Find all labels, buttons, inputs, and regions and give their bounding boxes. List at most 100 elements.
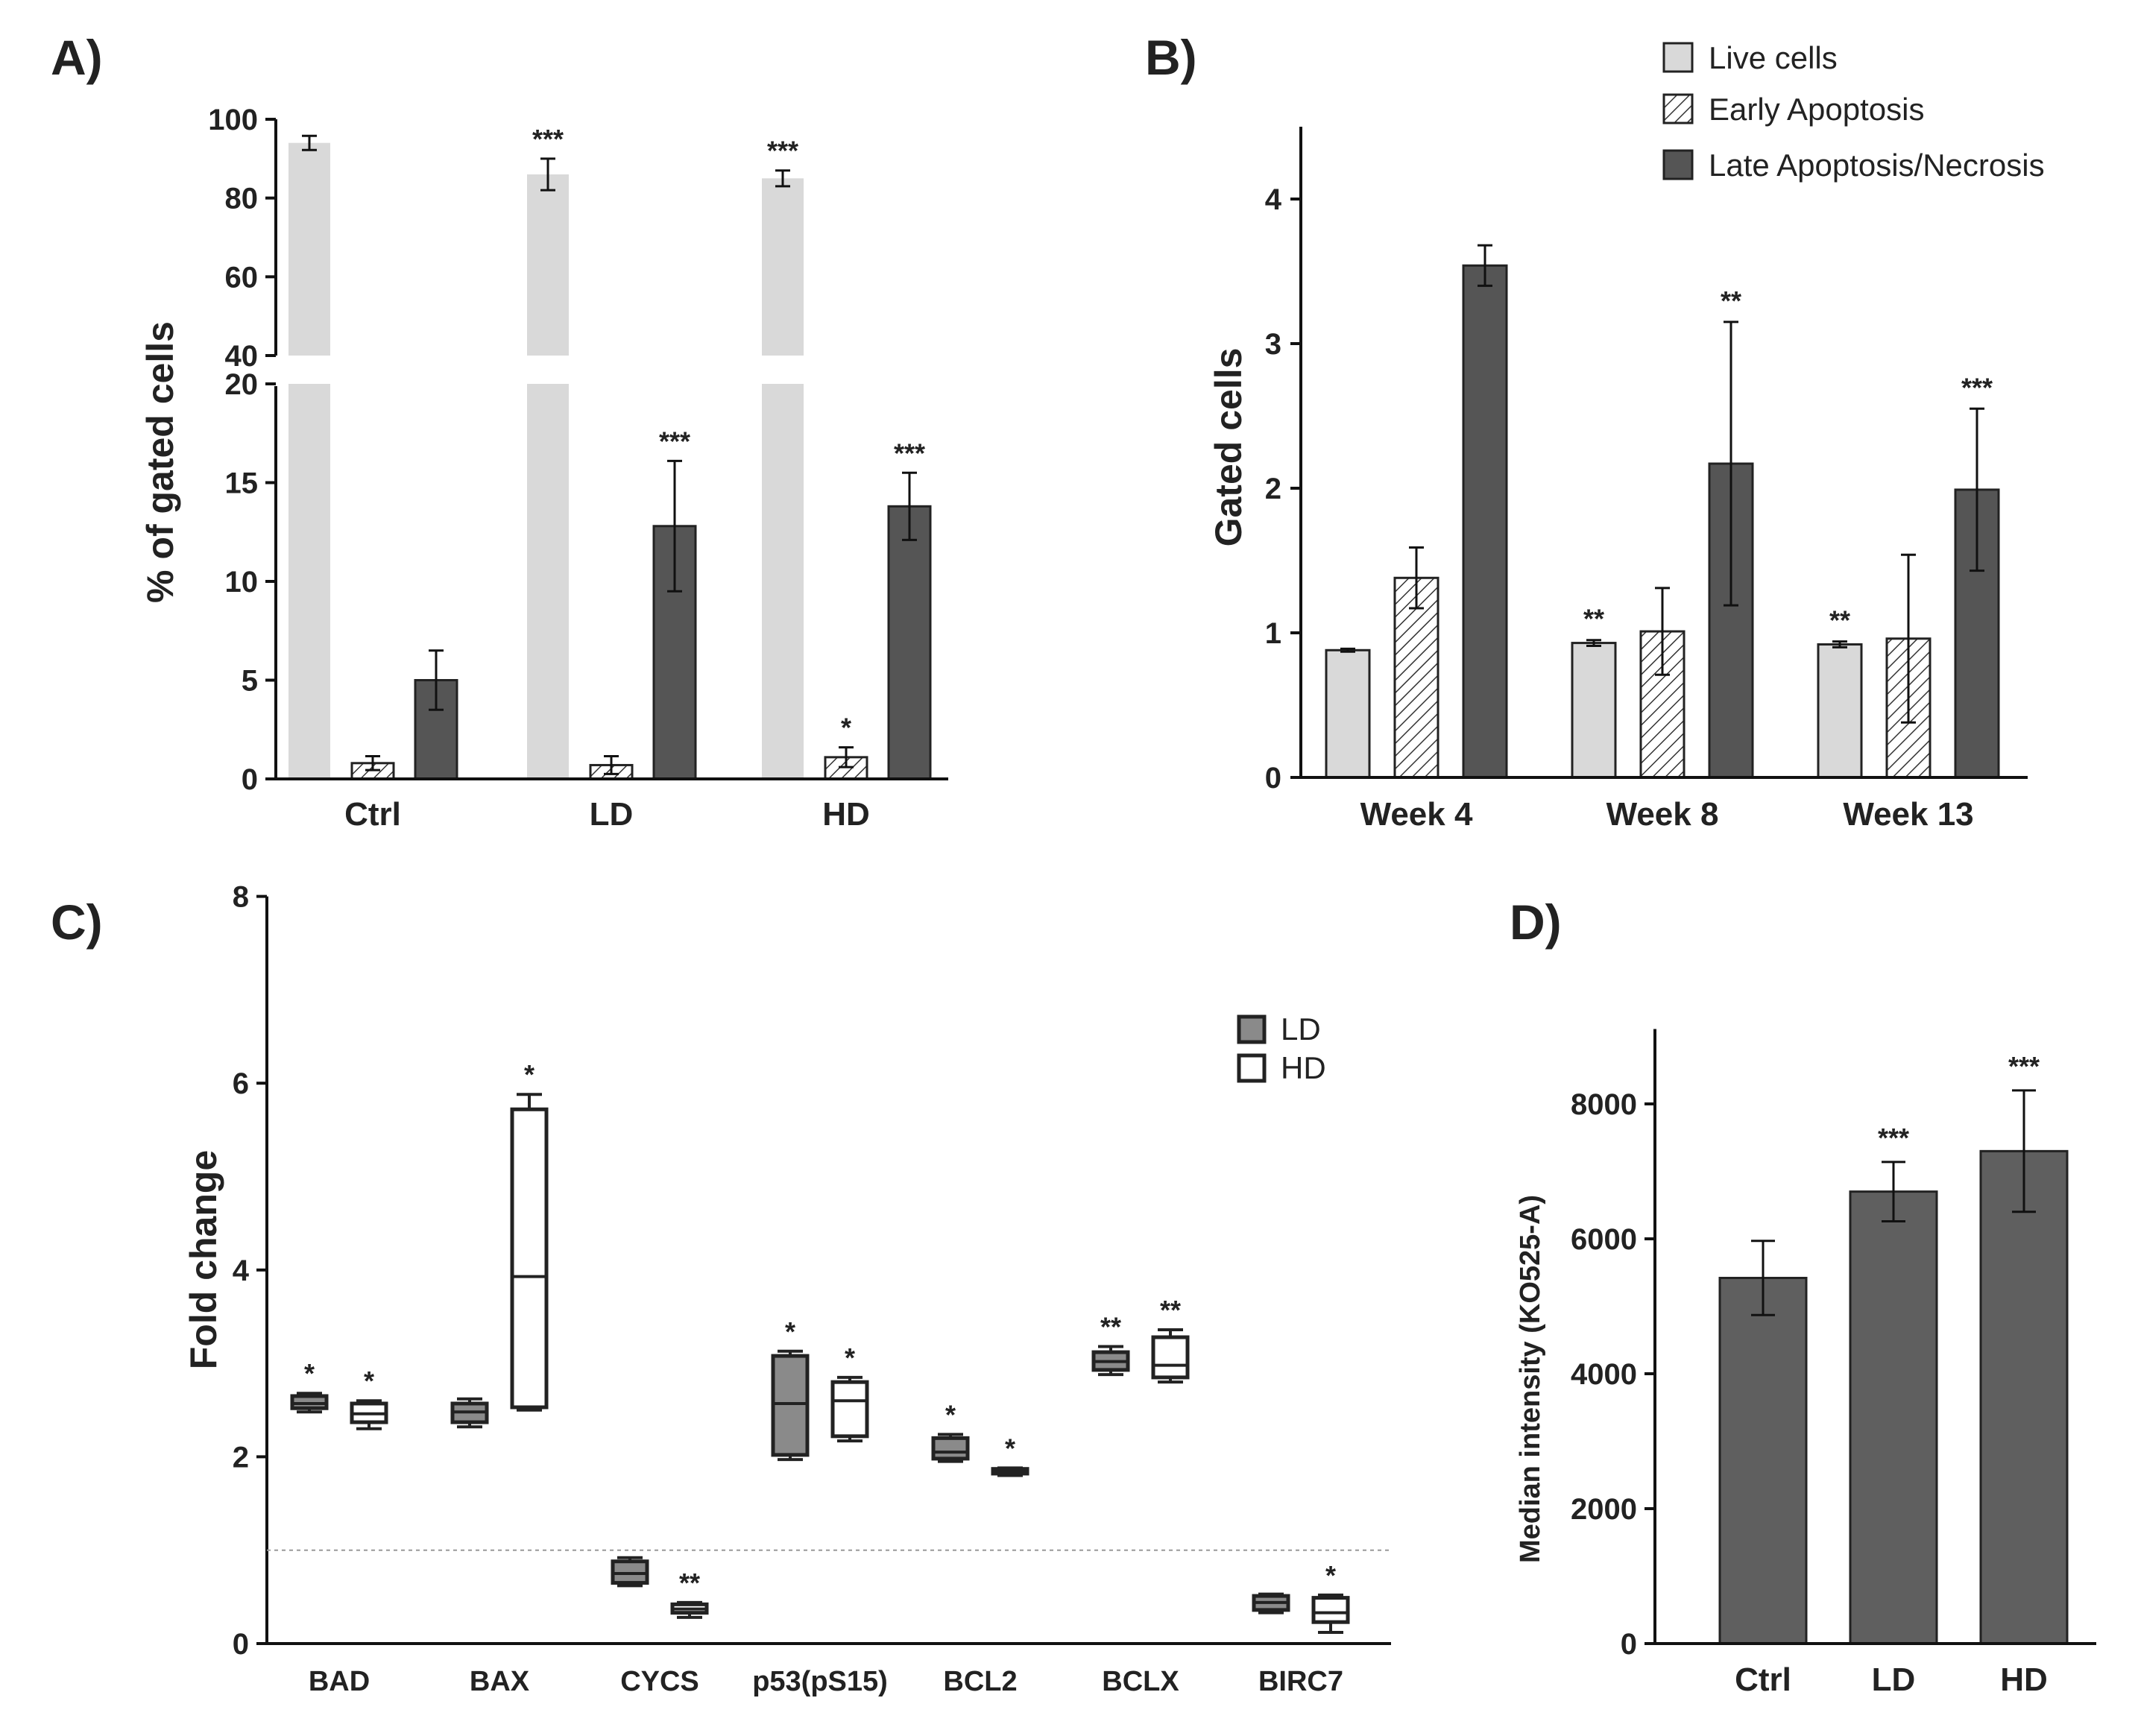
panel-d-bar-hd-sig: *** bbox=[2008, 1051, 2040, 1082]
panel-a-bar-ctrl-live-cells-upper bbox=[288, 142, 330, 356]
panel-b-label: B) bbox=[1145, 30, 1197, 85]
panel-a-bar-hd-live-cells-lower bbox=[762, 384, 804, 779]
panel-c-box-bad-ld-sig: * bbox=[304, 1358, 315, 1389]
panel-c-ylabel: Fold change bbox=[183, 1150, 224, 1369]
panel-a-bar-ctrl-live-cells-lower bbox=[288, 384, 330, 779]
panel-c-cat-bax: BAX bbox=[470, 1666, 530, 1697]
legend-hd-swatch bbox=[1237, 1053, 1267, 1083]
panel-b-bar-week-8-live-cells bbox=[1571, 642, 1617, 779]
panel-b-ticks: 0 1 2 3 4 bbox=[1265, 127, 1302, 795]
panel-d: D) Median intensity (KO525-A) 0 2000 4000 6… bbox=[1510, 894, 2096, 1698]
panel-a-tick-label-0: 0 bbox=[242, 763, 258, 796]
panel-b-bar-week-13-live-cells bbox=[1817, 643, 1863, 779]
panel-c-box-bax-hd-iqr bbox=[510, 1107, 549, 1410]
panel-c-box-p53-ps15-ld-iqr bbox=[771, 1354, 810, 1457]
panel-d-bars: *** *** bbox=[1718, 1051, 2069, 1645]
panel-b-bar-week-13-live-cells-sig: ** bbox=[1829, 605, 1850, 636]
panel-a-tick-label-40: 40 bbox=[225, 340, 259, 373]
panel-a-cat-hd: HD bbox=[822, 796, 870, 833]
panel-b-bar-week-4-live-cells bbox=[1325, 648, 1371, 779]
panel-b-tick-label-4: 4 bbox=[1265, 183, 1282, 216]
panel-c-cat-bclx: BCLX bbox=[1102, 1666, 1179, 1697]
panel-c-tick-label-8: 8 bbox=[233, 881, 249, 914]
panel-c-boxes: * ************* bbox=[290, 1059, 1350, 1634]
panel-d-cat-hd: HD bbox=[2000, 1661, 2048, 1698]
panel-b-tick-label-3: 3 bbox=[1265, 328, 1281, 361]
legend-live-swatch bbox=[1662, 42, 1694, 73]
panel-b-bars: ** ******* bbox=[1325, 244, 2000, 779]
panel-c-cat-bad: BAD bbox=[309, 1666, 370, 1697]
panel-c-box-birc7-hd-sig: * bbox=[1325, 1560, 1336, 1591]
panel-c-cat-bcl2: BCL2 bbox=[943, 1666, 1017, 1697]
panel-b-bar-week-4-late-apoptosis-necrosis bbox=[1462, 264, 1508, 779]
panel-c-box-bclx-ld-sig: ** bbox=[1100, 1312, 1121, 1342]
panel-a-bar-hd-early-apoptosis-sig: * bbox=[841, 713, 851, 743]
panel-a-bar-ld-live-cells-sig: *** bbox=[532, 124, 564, 154]
panel-d-cat-ctrl: Ctrl bbox=[1735, 1661, 1791, 1698]
panel-d-bar-hd bbox=[1979, 1149, 2069, 1645]
panel-c-box-birc7-hd-iqr bbox=[1311, 1596, 1350, 1624]
panel-d-bar-ctrl bbox=[1718, 1276, 1808, 1645]
panel-a-cat-ctrl: Ctrl bbox=[344, 796, 401, 833]
panel-a-tick-label-5: 5 bbox=[242, 665, 258, 698]
panel-a-bar-hd-live-cells-sig: *** bbox=[767, 136, 798, 166]
panel-b-cat-week4: Week 4 bbox=[1360, 796, 1473, 833]
panel-d-tick-label-6000: 6000 bbox=[1571, 1223, 1637, 1256]
panel-b-legend: Live cells Early Apoptosis Late Apoptosi… bbox=[1662, 40, 2045, 183]
panel-c-cat-birc7: BIRC7 bbox=[1258, 1666, 1343, 1697]
panel-b-ylabel: Gated cells bbox=[1208, 348, 1249, 547]
panel-a-tick-label-15: 15 bbox=[225, 467, 259, 500]
panel-a-tick-label-10: 10 bbox=[225, 566, 259, 599]
panel-c-box-cycs-hd-sig: ** bbox=[679, 1568, 700, 1598]
legend-early-swatch bbox=[1662, 93, 1694, 124]
panel-c-box-bax-hd-sig: * bbox=[524, 1059, 534, 1090]
panel-a-bar-hd-late-apoptosis-necrosis bbox=[887, 505, 932, 780]
panel-b-cat-week8: Week 8 bbox=[1606, 796, 1719, 833]
panel-a-label: A) bbox=[51, 30, 103, 85]
panel-d-cat-ld: LD bbox=[1872, 1661, 1916, 1698]
panel-d-bar-ld-sig: *** bbox=[1878, 1123, 1909, 1153]
panel-c-label: C) bbox=[51, 894, 103, 950]
panel-c-box-p53-ps15-hd-sig: * bbox=[845, 1342, 855, 1373]
panel-c-box-bclx-hd-sig: ** bbox=[1160, 1295, 1181, 1325]
panel-b-cat-week13: Week 13 bbox=[1843, 796, 1973, 833]
panel-c-box-p53-ps15-ld-sig: * bbox=[785, 1316, 795, 1347]
panel-d-tick-label-4000: 4000 bbox=[1571, 1358, 1637, 1391]
panel-d-label: D) bbox=[1510, 894, 1562, 950]
panel-a-bar-ld-late-apoptosis-necrosis-sig: *** bbox=[659, 426, 690, 456]
panel-b-bar-week-8-live-cells-sig: ** bbox=[1583, 604, 1604, 634]
panel-c-box-bcl2-hd-sig: * bbox=[1005, 1433, 1015, 1463]
panel-c-legend: LD HD bbox=[1237, 1011, 1326, 1085]
panel-a-tick-label-80: 80 bbox=[225, 183, 259, 215]
legend-late-swatch bbox=[1662, 149, 1694, 180]
panel-c-box-p53-ps15-hd-iqr bbox=[830, 1380, 869, 1439]
legend-ld-swatch bbox=[1237, 1014, 1267, 1044]
panel-a-tick-label-20: 20 bbox=[225, 368, 259, 401]
panel-c-box-bad-hd-sig: * bbox=[364, 1366, 374, 1396]
panel-b-tick-label-1: 1 bbox=[1265, 617, 1281, 650]
panel-b-bar-week-8-late-apoptosis-necrosis-sig: ** bbox=[1721, 285, 1741, 316]
panel-c-categories: BAD BAX CYCS p53(pS15) BCL2 BCLX BIRC7 bbox=[309, 1666, 1343, 1697]
panel-c-box-bcl2-ld-sig: * bbox=[945, 1399, 956, 1430]
panel-a-bar-hd-live-cells-upper bbox=[762, 178, 804, 356]
panel-a-bars: *** ******* *** bbox=[288, 124, 932, 780]
panel-a-cat-ld: LD bbox=[590, 796, 634, 833]
panel-b-tick-label-2: 2 bbox=[1265, 473, 1281, 505]
panel-c-ticks: 0 2 4 6 8 bbox=[233, 881, 1391, 1661]
legend-live-label: Live cells bbox=[1709, 40, 1838, 75]
panel-a-tick-label-100: 100 bbox=[208, 104, 258, 136]
panel-c-box-bcl2-ld-iqr bbox=[931, 1436, 970, 1461]
panel-c-tick-label-0: 0 bbox=[233, 1628, 249, 1661]
legend-hd-label: HD bbox=[1281, 1050, 1326, 1085]
panel-d-ylabel: Median intensity (KO525-A) bbox=[1515, 1195, 1546, 1563]
panel-d-ticks: 0 2000 4000 6000 8000 bbox=[1571, 1029, 1656, 1661]
panel-b-bar-week-13-late-apoptosis-necrosis-sig: *** bbox=[1961, 372, 1993, 403]
panel-a-ylabel: % of gated cells bbox=[139, 321, 181, 603]
panel-b-tick-label-0: 0 bbox=[1265, 762, 1281, 795]
